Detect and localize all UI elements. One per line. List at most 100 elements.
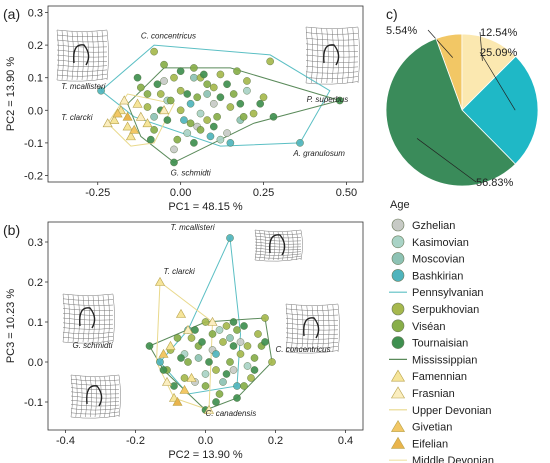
legend-label-upper-devonian: Upper Devonian: [412, 405, 492, 417]
point-visean: [150, 126, 158, 134]
grid-line: [118, 375, 121, 418]
point-visean: [229, 90, 238, 98]
grid-line: [254, 229, 302, 232]
point-tournaisian: [159, 366, 168, 374]
hull-mississippian: [127, 67, 342, 163]
grid-line: [263, 231, 266, 261]
legend-marker-moscovian: [391, 252, 405, 265]
point-serpukhovian: [150, 47, 158, 56]
grid-line: [342, 28, 345, 84]
legend-label-pennsylvanian: Pennsylvanian: [412, 287, 484, 299]
point-tournaisian: [223, 80, 231, 89]
grid-line: [107, 294, 110, 343]
grid-line: [56, 29, 108, 32]
grid-line: [62, 332, 114, 335]
grid-line: [70, 404, 120, 407]
panel-a-label: (a): [3, 6, 20, 22]
y-tick-label: 0.3: [28, 237, 43, 249]
point-visean: [173, 135, 182, 144]
point-visean: [193, 93, 202, 102]
grid-line: [56, 64, 108, 67]
grid-line: [305, 65, 359, 69]
point-tournaisian: [233, 394, 241, 402]
pie-slice-12-54: [461, 33, 517, 111]
point-bashkirian: [233, 382, 241, 390]
point-serpukhovian: [201, 318, 210, 326]
point-kasimovian: [215, 326, 224, 334]
annotation-t-mcallisteri: T. mcallisteri: [61, 82, 105, 91]
point-tournaisian: [191, 326, 199, 334]
point-visean: [160, 60, 168, 69]
grid-line: [285, 342, 339, 345]
grid-line: [112, 294, 115, 343]
legend-label-famennian: Famennian: [412, 371, 467, 383]
legend-label-mississippian: Mississippian: [412, 354, 477, 366]
point-serpukhovian: [226, 103, 235, 111]
grid-line: [80, 376, 83, 418]
grid-line: [254, 255, 302, 259]
point-visean: [184, 358, 192, 366]
grid-line: [70, 408, 120, 411]
scatter-plot-pc2-pc3: -0.4 -0.2 0.0 0.2 0.4 -0.1 0.0 0.1 0.2 0.3 PC2 = 1…: [5, 221, 364, 461]
point-gzhelian: [223, 129, 231, 137]
point-visean: [137, 83, 145, 92]
point-famennian: [125, 131, 136, 141]
hull-pennsylvanian: [159, 236, 242, 395]
grid-line: [331, 28, 334, 84]
y-axis-label: PC3 = 10.23 %: [5, 289, 17, 364]
deformation-grid-4: [70, 374, 121, 419]
grid-line: [70, 378, 120, 382]
point-serpukhovian: [266, 57, 274, 66]
grid-line: [326, 28, 329, 84]
grid-line: [70, 415, 120, 419]
scatter-plot-pc1-pc2: -0.25 0.00 0.25 0.50 -0.2 -0.1 0.0 0.1 0.2 0.3 PC1…: [5, 5, 364, 213]
specimen-outline: [79, 307, 96, 329]
point-tournaisian: [163, 116, 172, 124]
legend-marker-eifelian: [390, 436, 406, 449]
point-visean: [233, 326, 241, 334]
point-moscovian: [190, 73, 198, 82]
annotation-g-schmidti: G. schmidti: [73, 341, 113, 350]
point-givetian: [158, 348, 169, 358]
point-serpukhovian: [143, 103, 152, 111]
grid-line: [305, 60, 359, 63]
grid-line: [62, 312, 114, 316]
annotation-c-canadensis: C. canadensis: [206, 409, 257, 418]
y-tick-label: 0.0: [28, 357, 43, 369]
legend-label-tournaisian: Tournaisian: [412, 338, 468, 350]
grid-line: [62, 317, 114, 321]
panel-c-label: c): [386, 6, 398, 22]
deformation-grid-2: [305, 26, 360, 85]
point-famennian: [186, 372, 197, 382]
point-gzhelian: [236, 338, 245, 346]
point-visean: [215, 390, 224, 398]
point-visean: [143, 90, 152, 98]
point-famennian: [109, 114, 120, 124]
legend-marker-gzhelian: [391, 218, 405, 232]
y-tick-label: -0.1: [24, 138, 43, 150]
grid-line: [254, 258, 302, 262]
panel-b-label: (b): [3, 222, 20, 238]
legend-label-kasimovian: Kasimovian: [412, 237, 469, 249]
point-frasnian: [182, 324, 194, 334]
point-frasnian: [203, 404, 215, 414]
pie-label-5-54: 5.54%: [386, 25, 417, 37]
legend-label-moscovian: Moscovian: [412, 254, 465, 266]
point-moscovian: [203, 90, 211, 98]
pie-leader-line: [479, 51, 516, 111]
x-tick-label: 0.4: [338, 435, 353, 447]
grid-line: [254, 250, 302, 253]
point-visean: [250, 354, 259, 362]
point-givetian: [112, 108, 123, 118]
point-serpukhovian: [243, 342, 252, 350]
grid-line: [62, 308, 114, 311]
grid-line: [62, 293, 114, 296]
point-tournaisian: [250, 366, 259, 374]
grid-line: [285, 308, 339, 311]
grid-line: [70, 374, 120, 377]
grid-line: [291, 231, 294, 261]
legend-title: Age: [390, 199, 410, 211]
point-kasimovian: [183, 129, 192, 137]
point-visean: [166, 96, 175, 105]
